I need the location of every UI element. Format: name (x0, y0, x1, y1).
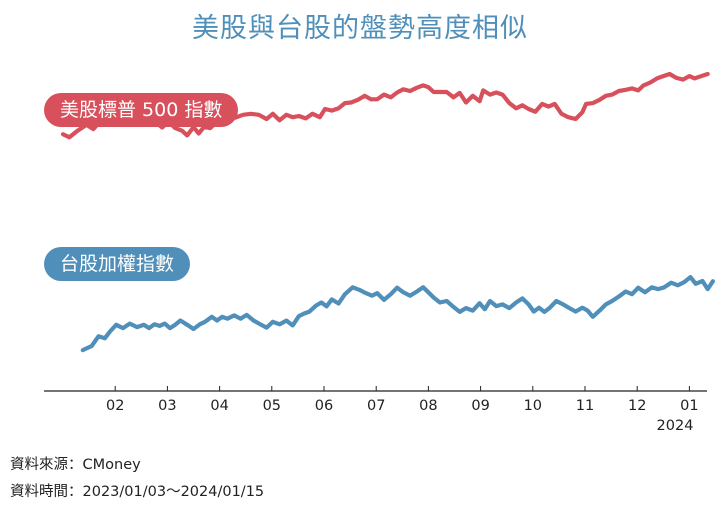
x-tick-label: 06 (315, 398, 333, 414)
year-tick-label: 2024 (657, 418, 694, 434)
x-tick-label: 09 (471, 398, 489, 414)
x-tick-label: 07 (367, 398, 385, 414)
x-tick-label: 10 (524, 398, 542, 414)
data-period: 資料時間：2023/01/03～2024/01/15 (10, 484, 265, 500)
chart-title: 美股與台股的盤勢高度相似 (192, 13, 528, 44)
legend-taiex: 台股加權指數 (44, 247, 191, 281)
series-line-taiex (80, 275, 715, 353)
x-tick-label: 04 (210, 398, 228, 414)
x-tick-label: 11 (576, 398, 594, 414)
x-tick-label: 02 (106, 398, 124, 414)
x-tick-label: 01 (680, 398, 698, 414)
x-tick-label: 08 (419, 398, 437, 414)
legend-sp500: 美股標普 500 指數 (44, 93, 239, 127)
x-tick-label: 12 (628, 398, 646, 414)
x-tick-label: 03 (158, 398, 176, 414)
data-source: 資料來源：CMoney (10, 457, 141, 473)
x-tick-label: 05 (263, 398, 281, 414)
